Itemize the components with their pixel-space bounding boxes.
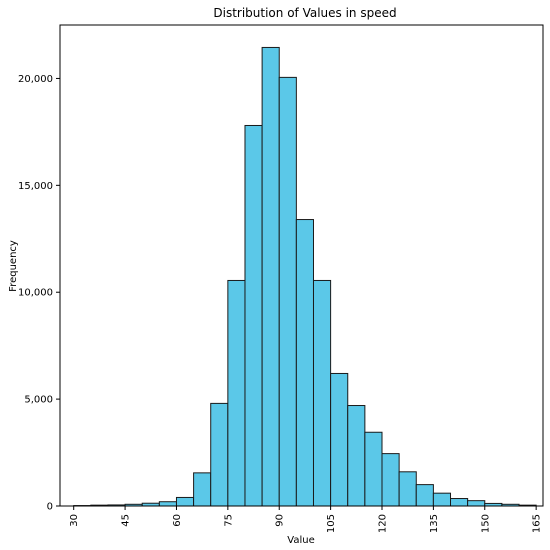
x-tick-label-135: 135	[429, 514, 440, 533]
y-ticks-layer: 0 5,000 10,000 15,000 20,000	[18, 74, 60, 513]
histogram-bar-20	[415, 484, 434, 507]
histogram-bar-13	[295, 219, 314, 507]
x-tick-label-45: 45	[121, 514, 132, 527]
histogram-bar-6	[175, 496, 195, 507]
histogram-bar-17	[364, 431, 383, 507]
y-tick-label-0: 0	[47, 502, 53, 513]
histogram-bar-19	[398, 471, 417, 507]
histogram-bar-18	[381, 453, 400, 507]
histogram-bar-11	[261, 46, 280, 507]
x-tick-label-165: 165	[532, 514, 543, 533]
x-axis-title: Value	[287, 535, 314, 546]
x-tick-label-105: 105	[326, 514, 337, 533]
bars-layer	[73, 46, 537, 507]
y-axis-title: Frequency	[8, 240, 19, 292]
x-tick-label-150: 150	[480, 514, 491, 533]
x-tick-label-75: 75	[223, 514, 234, 527]
y-tick-label-15000: 15,000	[18, 181, 53, 192]
x-tick-label-60: 60	[172, 514, 183, 527]
x-tick-label-90: 90	[275, 514, 286, 527]
histogram-bar-7	[193, 472, 212, 507]
histogram-bar-16	[347, 405, 366, 507]
histogram-bar-9	[227, 279, 246, 507]
histogram-bar-21	[432, 492, 452, 507]
y-tick-label-10000: 10,000	[18, 288, 53, 299]
y-tick-label-5000: 5,000	[24, 395, 53, 406]
x-tick-label-120: 120	[378, 514, 389, 533]
histogram-bar-14	[312, 279, 332, 507]
histogram-bar-15	[330, 372, 349, 507]
x-tick-label-30: 30	[69, 514, 80, 527]
histogram-bar-10	[244, 124, 263, 507]
histogram-bar-5	[158, 501, 177, 507]
plot-frame	[59, 24, 544, 507]
chart-title: Distribution of Values in speed	[213, 6, 396, 20]
x-ticks-layer: 30 45 60 75 90 105 120 135 150 165	[69, 506, 543, 533]
histogram-bar-12	[278, 76, 297, 507]
histogram-bar-8	[210, 402, 229, 507]
histogram-bar-22	[450, 498, 469, 507]
y-tick-label-20000: 20,000	[18, 74, 53, 85]
histogram-bar-23	[467, 500, 486, 507]
